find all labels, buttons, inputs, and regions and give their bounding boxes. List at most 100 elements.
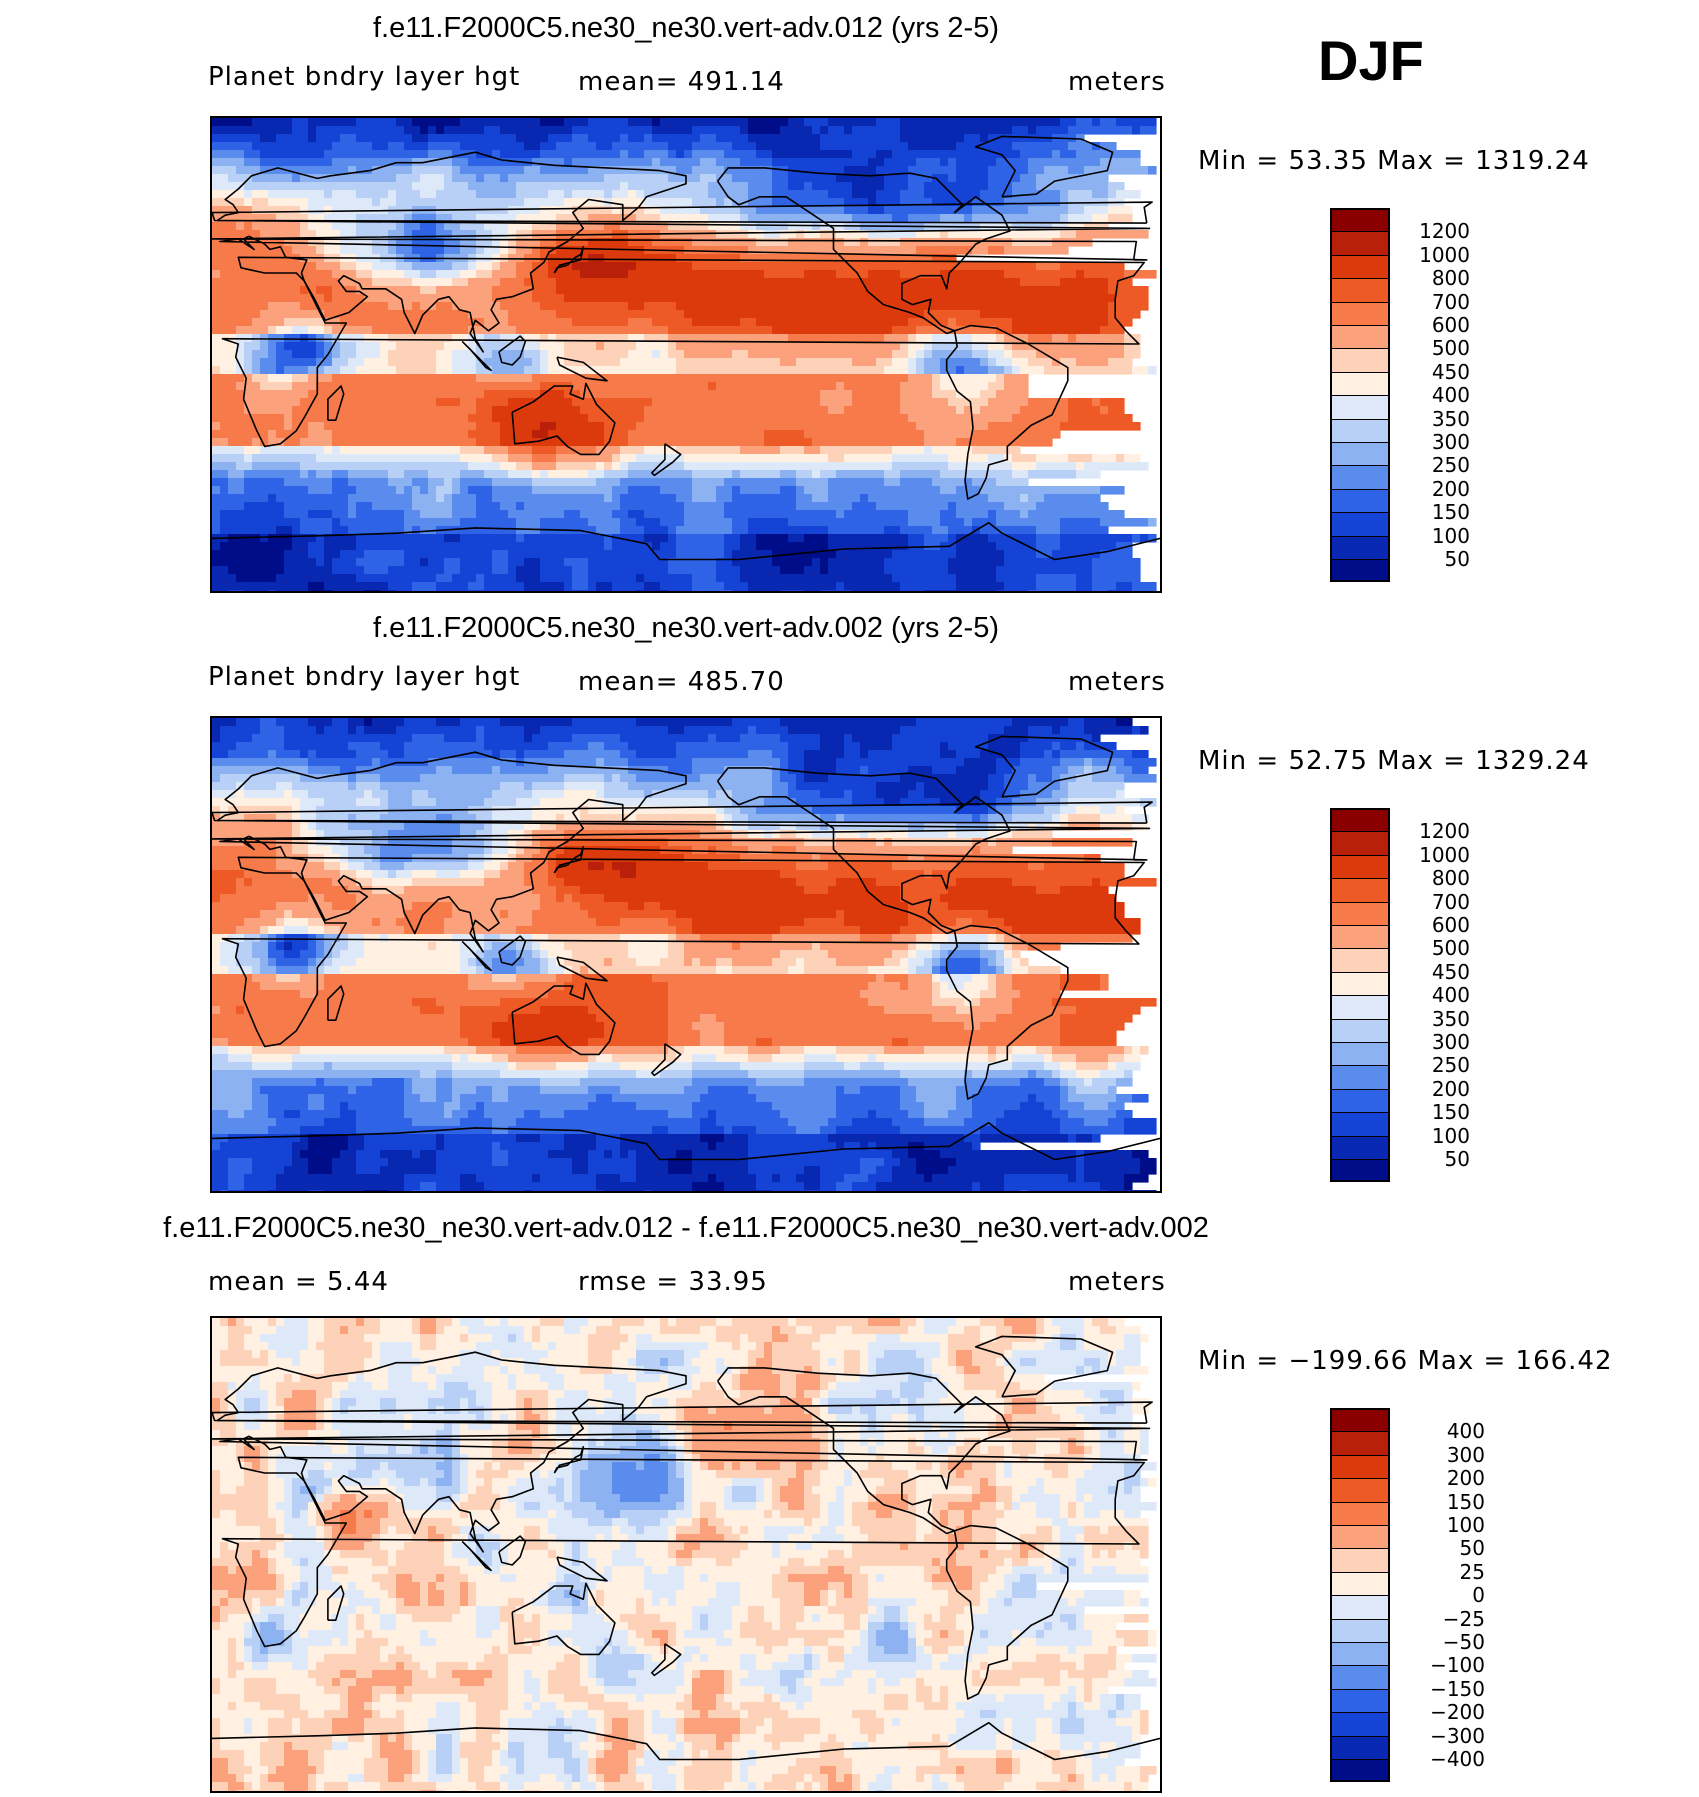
colorbar-label: −400 [1430,1747,1485,1771]
colorbar-label: 700 [1431,289,1470,314]
colorbar-label: 0 [1472,1583,1485,1608]
colorbar-frame [1330,1408,1390,1783]
colorbar-label: 450 [1431,959,1470,984]
colorbar-swatch [1330,1042,1390,1066]
rmse-label: rmse = 33.95 [578,1267,768,1297]
colorbar-swatch [1330,1431,1390,1455]
colorbar-swatch [1330,348,1390,372]
colorbar-swatch [1330,418,1390,442]
field-shading [212,1318,1157,1791]
colorbar-label: −150 [1430,1676,1485,1701]
colorbar-label: −50 [1442,1630,1485,1654]
colorbar-swatch [1330,442,1390,466]
colorbar-label: −200 [1430,1700,1485,1725]
colorbar-swatch [1330,325,1390,349]
colorbar-label: 600 [1431,313,1470,337]
colorbar-swatch [1330,1618,1390,1642]
colorbar-label: 500 [1431,936,1470,961]
colorbar-swatch [1330,231,1390,255]
colorbar-label: 800 [1431,866,1470,891]
colorbar-label: 700 [1431,889,1470,914]
colorbar-label: 400 [1446,1419,1485,1444]
variable-label: Planet bndry layer hgt [208,62,521,92]
colorbar-label: 100 [1446,1513,1485,1537]
colorbar-swatch [1330,559,1390,583]
mean-label: mean = 5.44 [208,1267,389,1297]
colorbar-swatch [1330,1759,1390,1783]
colorbar-swatch [1330,278,1390,302]
panel-title: f.e11.F2000C5.ne30_ne30.vert-adv.012 - f… [163,1212,1209,1244]
colorbar-label: 450 [1431,359,1470,384]
colorbar-swatch [1330,948,1390,972]
colorbar-label: 400 [1431,383,1470,408]
colorbar-swatch [1330,1135,1390,1159]
colorbar-swatch [1330,1571,1390,1596]
units-label: meters [1068,67,1166,97]
colorbar-swatch [1330,512,1390,536]
min-max-label: Min = −199.66 Max = 166.42 [1198,1346,1613,1376]
coastlines [212,735,1160,1161]
colorbar-label: 150 [1431,500,1470,525]
colorbar-label: −25 [1442,1606,1485,1631]
colorbar-label: 300 [1431,1030,1470,1054]
colorbar-label: −100 [1430,1653,1485,1678]
colorbar-swatch [1330,808,1390,832]
units-label: meters [1068,1267,1166,1297]
colorbar-label: 150 [1431,1100,1470,1125]
coastlines [212,1335,1160,1761]
colorbar-swatch [1330,1501,1390,1525]
season-label: DJF [1318,29,1424,92]
colorbar-swatch [1330,1712,1390,1736]
colorbar-swatch [1330,1548,1390,1572]
colorbar-label: 800 [1431,266,1470,291]
world-map-panel-2 [210,716,1162,1193]
colorbar-swatch [1330,1735,1390,1759]
colorbar-label: 1000 [1419,842,1470,867]
colorbar-label: 350 [1431,406,1470,431]
colorbar-swatch [1330,1525,1390,1549]
mean-label: mean= 485.70 [578,667,785,697]
colorbar-swatch [1330,831,1390,855]
variable-label: Planet bndry layer hgt [208,662,521,692]
colorbar-label: 500 [1431,336,1470,361]
colorbar-swatch [1330,1595,1390,1619]
colorbar-label: 50 [1459,1536,1485,1561]
colorbar-label: 150 [1446,1489,1485,1514]
colorbar-label: 350 [1431,1006,1470,1031]
colorbar-label: 50 [1444,547,1470,571]
colorbar-swatch [1330,371,1390,396]
colorbar-swatch [1330,901,1390,925]
colorbar-label: 300 [1431,430,1470,454]
world-map-panel-1 [210,116,1162,593]
colorbar-label: −300 [1430,1723,1485,1748]
colorbar-swatch [1330,1454,1390,1479]
colorbar-label: 200 [1431,1076,1470,1101]
coastlines [212,135,1160,561]
field-shading [212,718,1157,1191]
panel-title: f.e11.F2000C5.ne30_ne30.vert-adv.012 (yr… [372,12,1000,44]
colorbar-swatch [1330,1112,1390,1136]
min-max-label: Min = 53.35 Max = 1319.24 [1198,146,1590,176]
colorbar-swatch [1330,301,1390,325]
colorbar-label: 300 [1446,1442,1485,1467]
colorbar-swatch [1330,254,1390,279]
colorbar-swatch [1330,535,1390,559]
colorbar-swatch [1330,971,1390,996]
colorbar-label: 25 [1459,1559,1485,1584]
colorbar-swatch [1330,1688,1390,1713]
colorbar-label: 250 [1431,1053,1470,1078]
colorbar-swatch [1330,1088,1390,1113]
colorbar-swatch [1330,854,1390,879]
colorbar-label: 200 [1431,476,1470,501]
colorbar-label: 100 [1431,1123,1470,1148]
colorbar-label: 50 [1444,1147,1470,1171]
colorbar-swatch [1330,1408,1390,1432]
colorbar-swatch [1330,395,1390,419]
colorbar-swatch [1330,1159,1390,1183]
field-shading [212,118,1157,591]
colorbar-swatch [1330,878,1390,902]
colorbar-label: 100 [1431,523,1470,548]
world-map-panel-3 [210,1316,1162,1793]
colorbar-label: 250 [1431,453,1470,478]
colorbar-swatch [1330,1478,1390,1502]
